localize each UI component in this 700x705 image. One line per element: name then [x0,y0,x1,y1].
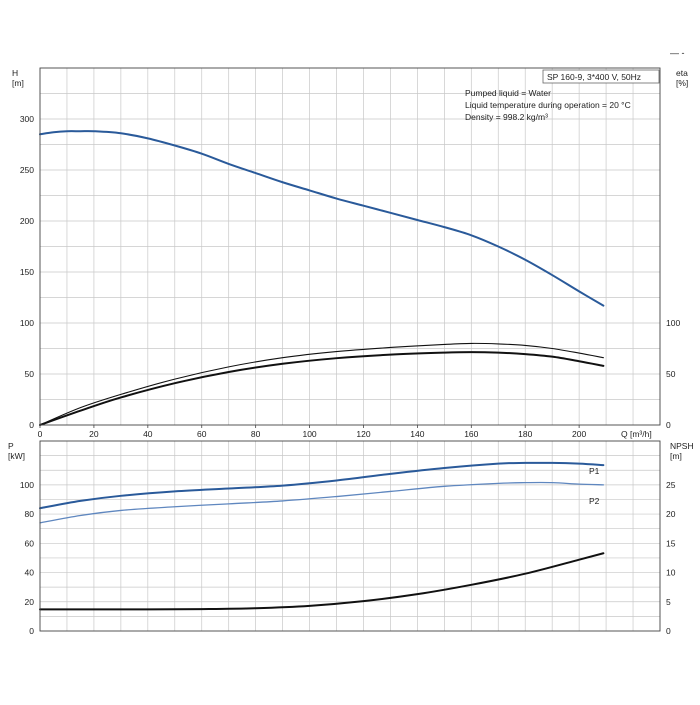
x-tick-label: 200 [572,429,586,439]
x-tick-label: 140 [410,429,424,439]
info-box: SP 160-9, 3*400 V, 50Hz Pumped liquid = … [465,69,660,122]
npsh-tick-label: 25 [666,480,676,490]
top-y2label-line: [%] [676,78,688,88]
head-curve [39,130,605,307]
npsh-tick-label: 0 [666,626,671,636]
x-tick-label: 40 [143,429,153,439]
power-tick-label: 100 [20,480,34,490]
top-plot-frame [39,67,661,426]
npsh-tick-label: 10 [666,568,676,578]
power-tick-label: 80 [25,509,35,519]
frame-layer [39,67,661,632]
efficiency-axis-title: eta [%] [676,68,688,88]
eta-tick-label: 0 [666,420,671,430]
p2-curve [39,481,605,524]
info-line-density: Density = 998.2 kg/m³ [465,112,548,122]
npsh-tick-label: 15 [666,538,676,548]
corner-mark: — - [670,48,685,58]
info-line-liquid: Pumped liquid = Water [465,88,551,98]
bot-y2label-line: [m] [670,451,682,461]
series-label-p1: P1 [589,466,600,476]
efficiency-curve-upper [39,342,604,426]
bot-ylabel-line: [kW] [8,451,25,461]
power-tick-label: 60 [25,538,35,548]
series-label-p2: P2 [589,496,600,506]
model-box [542,69,660,84]
bot-y2label-line: NPSH [670,441,694,451]
power-tick-label: 20 [25,597,35,607]
head-tick-label: 100 [20,318,34,328]
npsh-tick-label: 5 [666,597,671,607]
p1-curve [39,461,605,510]
x-tick-label: 20 [89,429,99,439]
top-ylabel-line: H [12,68,18,78]
x-tick-label: 0 [38,429,43,439]
power-axis-title: P [kW] [8,441,25,461]
efficiency-curve-lower [39,351,605,426]
grid-layer [40,68,660,631]
power-tick-label: 40 [25,568,35,578]
x-tick-label: 160 [464,429,478,439]
flow-axis-title: Q [m³/h] [621,429,652,439]
curve-layer [39,130,605,611]
head-tick-label: 250 [20,165,34,175]
top-y2label-line: eta [676,68,688,78]
head-tick-label: 200 [20,216,34,226]
x-tick-label: 180 [518,429,532,439]
head-tick-label: 0 [29,420,34,430]
power-tick-label: 0 [29,626,34,636]
tick-layer: 0 20 40 60 80 100 120 140 160 180 2000501001502002… [20,114,681,636]
npsh-curve [39,552,605,611]
x-tick-label: 80 [251,429,261,439]
x-tick-label: 120 [356,429,370,439]
head-tick-label: 50 [25,369,35,379]
eta-tick-label: 100 [666,318,680,328]
top-ylabel-line: [m] [12,78,24,88]
bot-ylabel-line: P [8,441,14,451]
x-tick-label: 60 [197,429,207,439]
head-axis-title: H [m] [12,68,24,88]
npsh-tick-label: 20 [666,509,676,519]
bottom-plot-frame [39,440,661,632]
head-tick-label: 150 [20,267,34,277]
x-tick-label: 100 [302,429,316,439]
info-line-temperature: Liquid temperature during operation = 20… [465,100,631,110]
npsh-axis-title: NPSH [m] [670,441,694,461]
model-label: SP 160-9, 3*400 V, 50Hz [547,72,641,82]
eta-tick-label: 50 [666,369,676,379]
head-tick-label: 300 [20,114,34,124]
